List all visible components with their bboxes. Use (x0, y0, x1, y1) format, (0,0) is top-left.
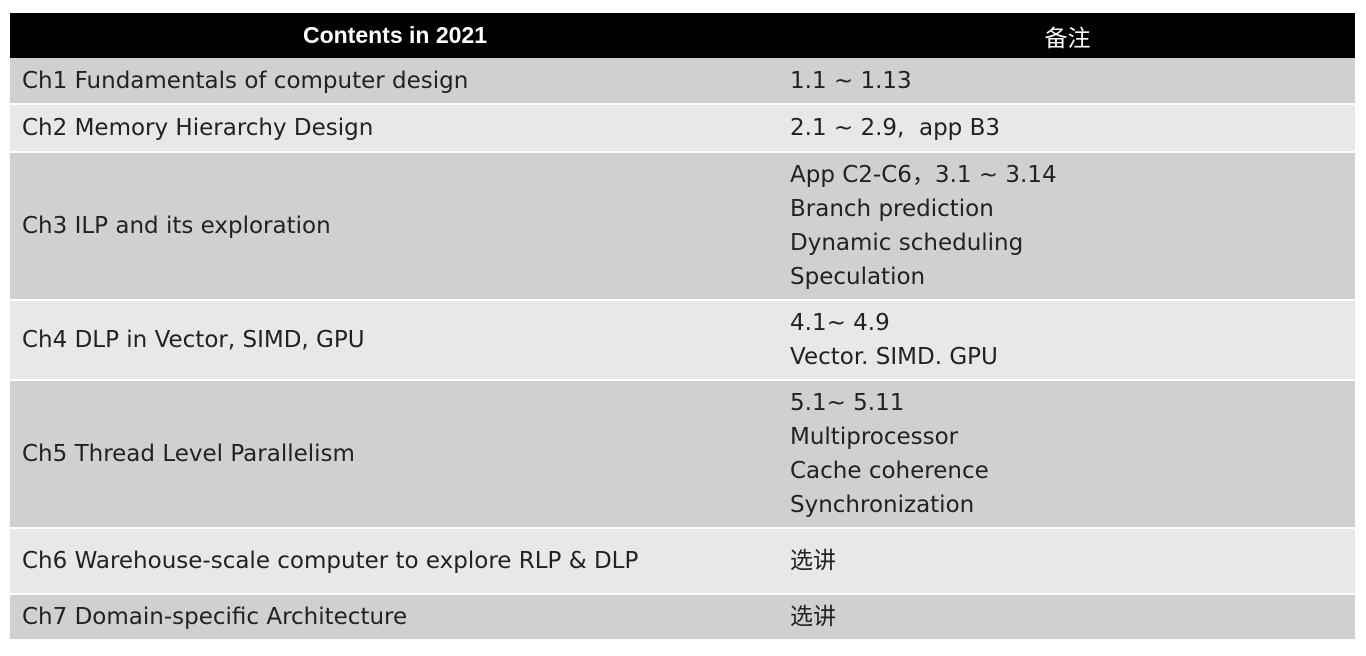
notes-line: Dynamic scheduling (790, 230, 1024, 256)
notes-line: 选讲 (790, 604, 836, 630)
notes-line: 4.1~ 4.9 (790, 310, 890, 336)
table-row: Ch3 ILP and its exploration App C2-C6，3.… (10, 152, 1355, 301)
notes-line: 2.1 ~ 2.9, app B3 (790, 115, 1000, 141)
table-header-row: Contents in 2021 备注 (10, 13, 1355, 58)
notes-line: Branch prediction (790, 196, 994, 222)
notes-cell: 4.1~ 4.9 Vector. SIMD. GPU (780, 300, 1355, 381)
notes-line: 选讲 (790, 548, 836, 574)
notes-line: 5.1~ 5.11 (790, 390, 905, 416)
table-row: Ch2 Memory Hierarchy Design 2.1 ~ 2.9, a… (10, 104, 1355, 153)
chapter-cell: Ch4 DLP in Vector, SIMD, GPU (10, 300, 780, 381)
notes-line: App C2-C6，3.1 ~ 3.14 (790, 162, 1057, 188)
notes-cell: App C2-C6，3.1 ~ 3.14 Branch prediction D… (780, 152, 1355, 301)
table-row: Ch4 DLP in Vector, SIMD, GPU 4.1~ 4.9 Ve… (10, 300, 1355, 381)
notes-line: Vector. SIMD. GPU (790, 344, 998, 370)
notes-line: Speculation (790, 264, 926, 290)
notes-cell: 1.1 ~ 1.13 (780, 58, 1355, 105)
chapter-cell: Ch5 Thread Level Parallelism (10, 380, 780, 529)
chapter-cell: Ch6 Warehouse-scale computer to explore … (10, 528, 780, 595)
notes-cell: 5.1~ 5.11 Multiprocessor Cache coherence… (780, 380, 1355, 529)
notes-line: Multiprocessor (790, 424, 959, 450)
notes-line: 1.1 ~ 1.13 (790, 67, 912, 94)
chapter-cell: Ch1 Fundamentals of computer design (10, 58, 780, 105)
notes-cell: 选讲 (780, 528, 1355, 595)
notes-cell: 2.1 ~ 2.9, app B3 (780, 104, 1355, 153)
table-row: Ch6 Warehouse-scale computer to explore … (10, 528, 1355, 595)
notes-line: Synchronization (790, 492, 975, 518)
chapter-cell: Ch2 Memory Hierarchy Design (10, 104, 780, 153)
header-contents: Contents in 2021 (10, 13, 780, 58)
table-row: Ch7 Domain-specific Architecture 选讲 (10, 594, 1355, 641)
notes-cell: 选讲 (780, 594, 1355, 641)
chapter-cell: Ch3 ILP and its exploration (10, 152, 780, 301)
notes-line: Cache coherence (790, 458, 989, 484)
table-row: Ch1 Fundamentals of computer design 1.1 … (10, 58, 1355, 105)
chapter-cell: Ch7 Domain-specific Architecture (10, 594, 780, 641)
contents-table: Contents in 2021 备注 Ch1 Fundamentals of … (10, 13, 1355, 641)
table-row: Ch5 Thread Level Parallelism 5.1~ 5.11 M… (10, 380, 1355, 529)
header-notes: 备注 (780, 13, 1355, 58)
